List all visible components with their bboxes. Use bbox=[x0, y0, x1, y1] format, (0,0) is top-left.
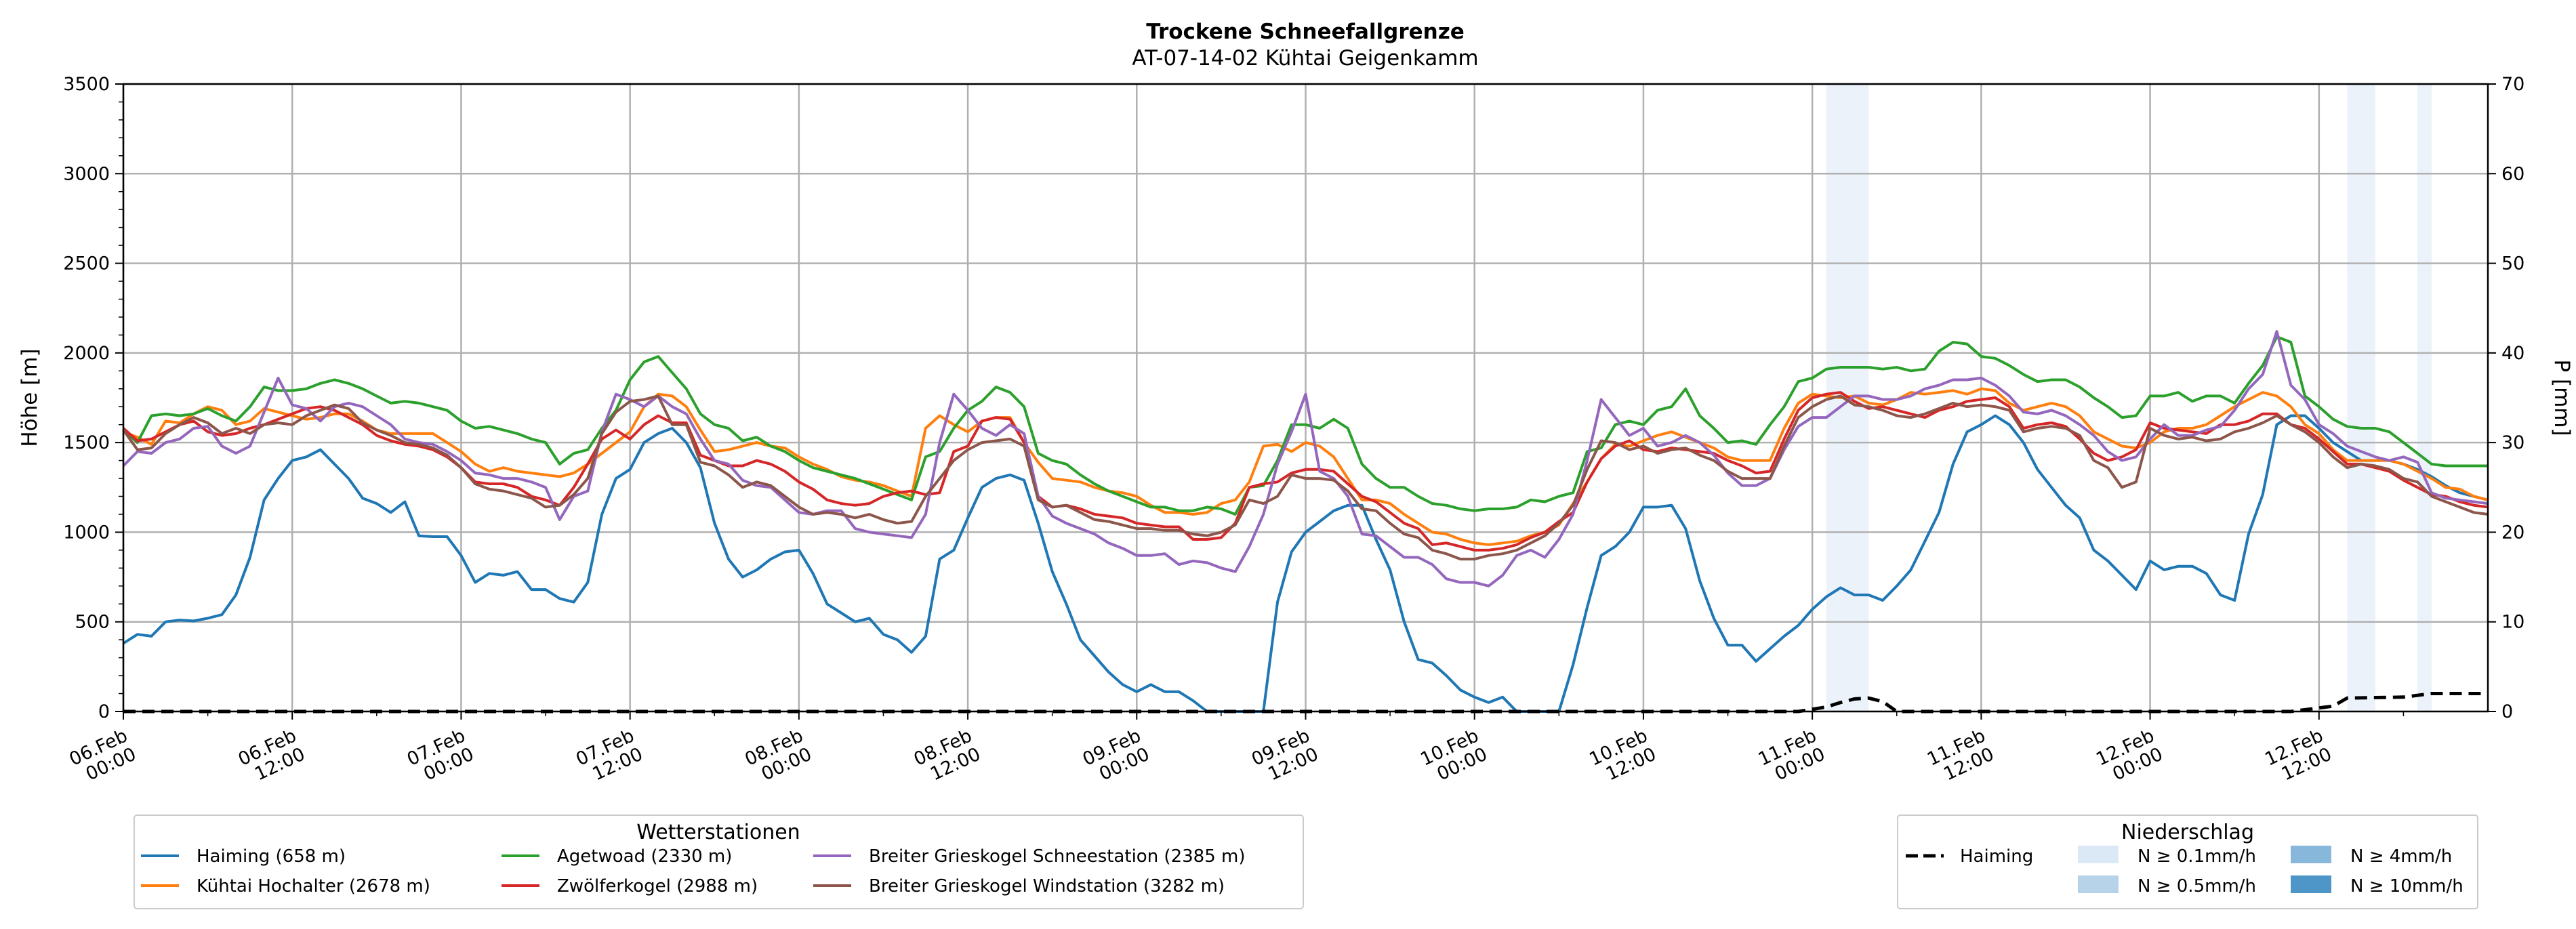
precipitation-bands bbox=[1826, 84, 2432, 711]
y2-tick-label-4: 40 bbox=[2501, 343, 2524, 364]
y-tick-label-1: 500 bbox=[75, 612, 110, 633]
y2-tick-label-1: 10 bbox=[2501, 612, 2524, 633]
y2-tick-label-2: 20 bbox=[2501, 522, 2524, 543]
legend-precip-label-3: N ≥ 10mm/h bbox=[2350, 876, 2463, 896]
legend-label-1: Kühtai Hochalter (2678 m) bbox=[197, 876, 430, 896]
legend-label-2: Agetwoad (2330 m) bbox=[557, 846, 732, 867]
series-line-4 bbox=[122, 330, 2489, 587]
y2-tick-label-7: 70 bbox=[2501, 74, 2524, 95]
legend-precipitation: Niederschlag Haiming N ≥ 0.1mm/h N ≥ 0.5mm/… bbox=[1897, 814, 2478, 909]
y-tick-label-6: 3000 bbox=[63, 163, 110, 184]
legend-precip-label-2: N ≥ 4mm/h bbox=[2350, 846, 2452, 867]
series-line-0 bbox=[122, 414, 2489, 713]
station-series bbox=[122, 330, 2489, 713]
y2-tick-label-3: 30 bbox=[2501, 432, 2524, 453]
series-line-2 bbox=[122, 335, 2488, 516]
series-line-3 bbox=[122, 391, 2489, 552]
precip-band-2 bbox=[2417, 84, 2432, 711]
series-line-1 bbox=[123, 387, 2489, 546]
y-tick-label-2: 1000 bbox=[63, 522, 110, 543]
y-axis-label: Höhe [m] bbox=[18, 348, 42, 447]
precipitation-series bbox=[123, 692, 2488, 714]
legend-stations-title: Wetterstationen bbox=[636, 821, 800, 844]
chart-subtitle: AT-07-14-02 Kühtai Geigenkamm bbox=[1132, 46, 1478, 70]
legend-precip-swatch-1 bbox=[2078, 875, 2119, 893]
legend-label-3: Zwölferkogel (2988 m) bbox=[557, 876, 758, 896]
y2-axis-label: P [mm] bbox=[2550, 359, 2574, 436]
y2-tick-label-6: 60 bbox=[2501, 163, 2524, 184]
y-tick-label-7: 3500 bbox=[63, 74, 110, 95]
legend-label-4: Breiter Grieskogel Schneestation (2385 m… bbox=[869, 846, 1245, 867]
legend-precip-label-1: N ≥ 0.5mm/h bbox=[2138, 876, 2256, 896]
legend-label-0: Haiming (658 m) bbox=[197, 846, 346, 867]
legend-precip-swatch-3 bbox=[2291, 875, 2331, 893]
legend-precip-swatch-2 bbox=[2291, 846, 2331, 863]
chart-title: Trockene Schneefallgrenze bbox=[1146, 20, 1465, 44]
legend-stations: Wetterstationen Haiming (658 m) Kühtai Hoc… bbox=[134, 814, 1304, 909]
legend-label-5: Breiter Grieskogel Windstation (3282 m) bbox=[869, 876, 1225, 896]
precip-band-1 bbox=[2347, 84, 2375, 711]
y-tick-label-4: 2000 bbox=[63, 343, 110, 364]
legend-precip-title: Niederschlag bbox=[2121, 821, 2254, 844]
y2-tick-label-0: 0 bbox=[2501, 701, 2513, 722]
y2-tick-label-5: 50 bbox=[2501, 253, 2524, 274]
precip-line-haiming bbox=[123, 692, 2488, 714]
legend-precip-box bbox=[1897, 814, 2478, 909]
series-line-5 bbox=[122, 394, 2489, 561]
y-tick-label-5: 2500 bbox=[63, 253, 110, 274]
y-tick-label-3: 1500 bbox=[63, 432, 110, 453]
legend-precip-swatch-0 bbox=[2078, 846, 2119, 863]
legend-stations-box bbox=[134, 814, 1304, 909]
legend-precip-label-0: N ≥ 0.1mm/h bbox=[2138, 846, 2256, 867]
legend-precip-line-label: Haiming bbox=[1960, 846, 2033, 867]
y-tick-label-0: 0 bbox=[98, 701, 110, 722]
